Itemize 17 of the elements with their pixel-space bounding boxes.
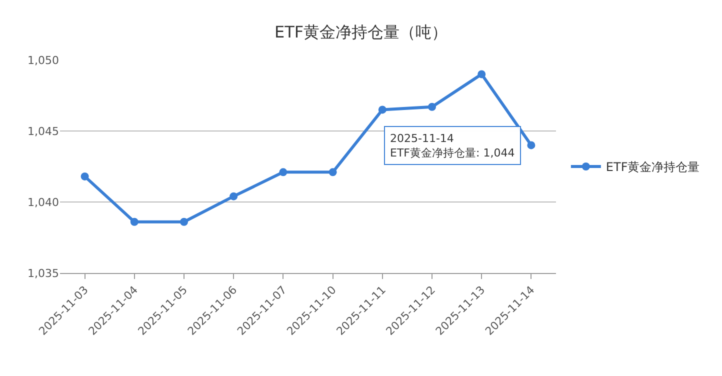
- point: [230, 192, 238, 200]
- point: [80, 172, 89, 180]
- legend-label: ETF黄金净持仓量: [606, 160, 700, 174]
- point: [180, 218, 188, 226]
- y-tick-label: 1,040: [28, 196, 59, 209]
- point: [130, 218, 138, 226]
- point: [378, 106, 386, 114]
- point: [478, 70, 486, 78]
- y-tick-label: 1,050: [28, 54, 59, 67]
- point: [527, 141, 536, 150]
- y-tick-label: 1,045: [28, 124, 59, 138]
- annotation: 2025-11-14 ETF黄金净持仓量: 1,044: [390, 132, 515, 160]
- chart-title: ETF黄金净持仓量（吨）: [274, 22, 448, 42]
- point: [328, 168, 337, 176]
- y-tick-label: 1,035: [28, 266, 59, 280]
- point: [279, 168, 288, 176]
- point: [428, 102, 436, 111]
